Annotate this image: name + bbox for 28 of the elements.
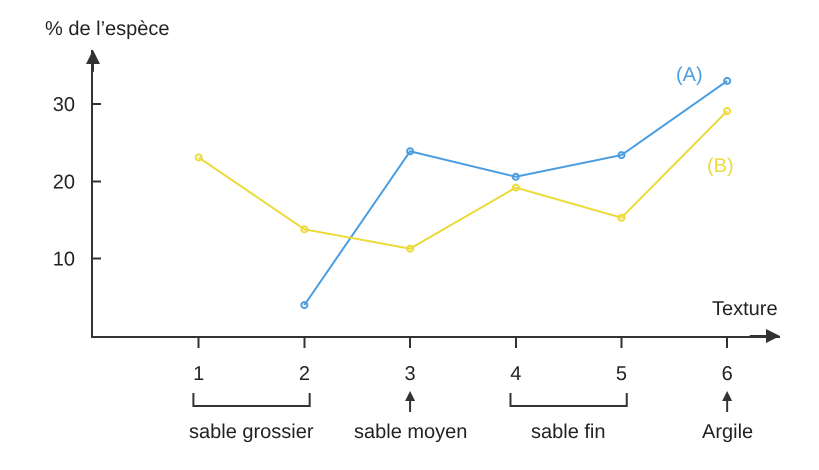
point: [617, 214, 626, 222]
point: [512, 172, 520, 181]
point: [723, 107, 732, 116]
text: sable moyen: [354, 421, 468, 443]
point: [406, 244, 414, 253]
x-tick-label: 1: [193, 363, 204, 385]
point: [617, 151, 626, 160]
text: sable fin: [531, 421, 606, 443]
point: [300, 225, 308, 234]
point: [300, 301, 308, 310]
point: [512, 184, 520, 192]
point: [194, 153, 203, 162]
text: Argile: [702, 421, 754, 443]
series-label: (A): [676, 64, 703, 86]
x-axis-title: Texture: [712, 298, 778, 320]
x-tick-label: 3: [404, 363, 416, 385]
x-tick-label: 2: [298, 363, 310, 385]
y-axis-title: % de l’espèce: [45, 18, 170, 40]
y-tick-label: 20: [52, 171, 75, 194]
y-tick-label: 10: [52, 248, 75, 271]
x-tick-label: 6: [722, 363, 733, 385]
point: [723, 76, 732, 85]
x-tick-label: 4: [510, 363, 522, 385]
x-tick-label: 5: [616, 363, 628, 385]
series-label: (B): [707, 155, 734, 177]
y-tick-label: 30: [52, 94, 75, 116]
point: [406, 147, 414, 156]
text: sable grossier: [189, 421, 314, 443]
